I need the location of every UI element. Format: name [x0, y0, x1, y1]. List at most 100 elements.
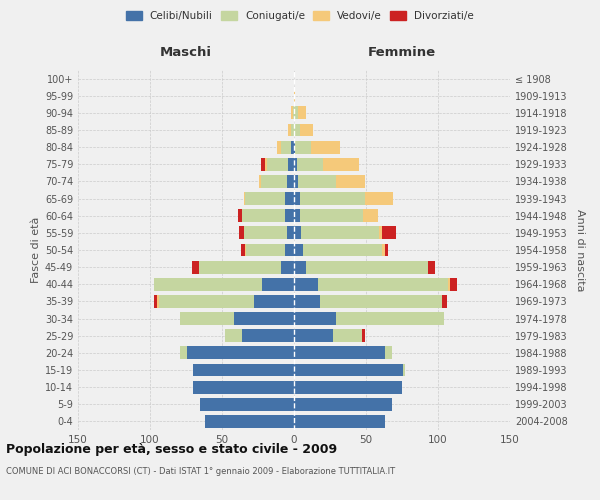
Bar — [254, 295, 294, 308]
Bar — [403, 364, 405, 376]
Bar — [205, 415, 294, 428]
Bar — [294, 278, 319, 290]
Bar — [180, 312, 233, 325]
Bar — [281, 260, 294, 274]
Bar — [157, 295, 158, 308]
Bar — [449, 278, 457, 290]
Bar — [382, 244, 385, 256]
Bar — [363, 210, 377, 222]
Bar — [244, 192, 245, 205]
Bar — [287, 226, 294, 239]
Bar — [245, 244, 247, 256]
Bar — [300, 192, 365, 205]
Bar — [294, 330, 333, 342]
Bar — [244, 226, 287, 239]
Y-axis label: Fasce di età: Fasce di età — [31, 217, 41, 283]
Bar — [281, 140, 291, 153]
Bar — [242, 330, 294, 342]
Bar — [287, 175, 294, 188]
Bar — [192, 260, 199, 274]
Bar — [333, 330, 362, 342]
Bar — [294, 295, 320, 308]
Text: COMUNE DI ACI BONACCORSI (CT) - Dati ISTAT 1° gennaio 2009 - Elaborazione TUTTIT: COMUNE DI ACI BONACCORSI (CT) - Dati IST… — [6, 468, 395, 476]
Bar — [362, 330, 365, 342]
Bar — [294, 312, 336, 325]
Bar — [428, 260, 435, 274]
Bar — [311, 140, 340, 153]
Text: Femmine: Femmine — [368, 46, 436, 59]
Bar — [187, 346, 294, 360]
Bar — [294, 244, 302, 256]
Bar — [301, 226, 379, 239]
Bar — [385, 346, 392, 360]
Bar — [259, 175, 261, 188]
Bar — [200, 398, 294, 410]
Bar — [298, 106, 305, 120]
Bar — [294, 346, 385, 360]
Bar — [294, 192, 300, 205]
Bar — [288, 124, 291, 136]
Bar — [238, 210, 242, 222]
Bar — [158, 295, 254, 308]
Bar — [336, 175, 365, 188]
Bar — [294, 90, 295, 102]
Bar — [199, 260, 281, 274]
Bar — [233, 312, 294, 325]
Bar — [300, 210, 363, 222]
Bar — [225, 330, 242, 342]
Bar — [300, 124, 313, 136]
Bar — [180, 346, 187, 360]
Bar — [239, 226, 244, 239]
Bar — [294, 124, 300, 136]
Bar — [294, 106, 298, 120]
Y-axis label: Anni di nascita: Anni di nascita — [575, 209, 584, 291]
Bar — [382, 226, 396, 239]
Bar — [323, 158, 359, 170]
Bar — [245, 192, 286, 205]
Bar — [336, 312, 444, 325]
Bar — [305, 260, 428, 274]
Bar — [297, 158, 323, 170]
Bar — [286, 244, 294, 256]
Bar — [320, 295, 442, 308]
Bar — [286, 192, 294, 205]
Bar — [193, 380, 294, 394]
Text: Maschi: Maschi — [160, 46, 212, 59]
Bar — [288, 158, 294, 170]
Bar — [193, 364, 294, 376]
Bar — [154, 295, 157, 308]
Bar — [247, 244, 286, 256]
Bar — [294, 260, 305, 274]
Bar — [385, 244, 388, 256]
Bar — [294, 380, 402, 394]
Bar — [319, 278, 448, 290]
Bar — [294, 210, 300, 222]
Bar — [294, 415, 385, 428]
Bar — [379, 226, 382, 239]
Bar — [448, 278, 449, 290]
Bar — [261, 158, 265, 170]
Bar — [277, 140, 281, 153]
Bar — [262, 278, 294, 290]
Bar — [294, 158, 297, 170]
Bar — [261, 175, 287, 188]
Bar — [294, 140, 295, 153]
Bar — [291, 106, 293, 120]
Bar — [302, 244, 382, 256]
Bar — [293, 106, 294, 120]
Bar — [265, 158, 266, 170]
Bar — [294, 398, 392, 410]
Bar — [294, 364, 403, 376]
Bar — [365, 192, 394, 205]
Bar — [295, 140, 311, 153]
Bar — [286, 210, 294, 222]
Bar — [298, 175, 336, 188]
Bar — [266, 158, 288, 170]
Bar — [291, 140, 294, 153]
Bar — [154, 278, 262, 290]
Bar — [294, 175, 298, 188]
Bar — [442, 295, 446, 308]
Bar — [241, 244, 245, 256]
Bar — [294, 226, 301, 239]
Legend: Celibi/Nubili, Coniugati/e, Vedovi/e, Divorziati/e: Celibi/Nubili, Coniugati/e, Vedovi/e, Di… — [123, 8, 477, 24]
